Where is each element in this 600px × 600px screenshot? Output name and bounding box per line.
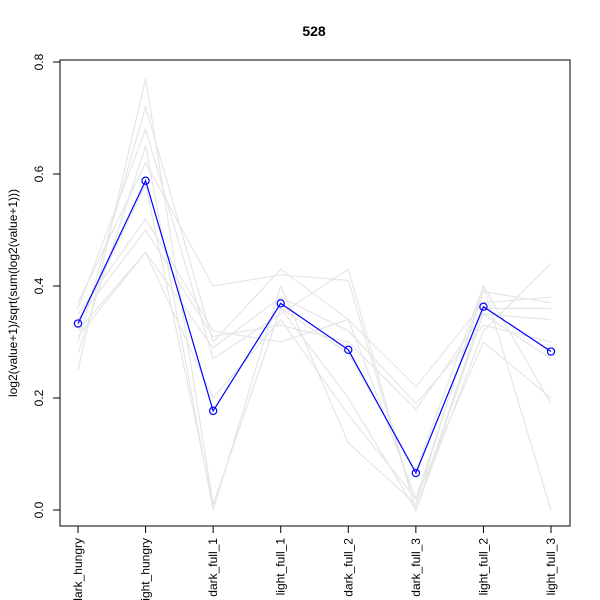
data-point-light_full_3 <box>546 347 556 356</box>
data-point-dark_full_3 <box>411 468 421 478</box>
y-tick-label: 0.4 <box>32 277 46 294</box>
y-axis: 0.0 0.2 0.4 0.6 0.8 <box>32 53 61 518</box>
highlight-series-line <box>77 179 552 475</box>
y-tick-label: 0.0 <box>32 501 46 518</box>
data-point-light_full_1 <box>276 299 285 308</box>
background-series-line-7 <box>77 251 552 405</box>
x-tick-label: dark_full_3 <box>409 538 423 597</box>
background-series-line-8 <box>77 228 552 411</box>
background-series-line-10 <box>77 183 552 511</box>
background-series-line-4 <box>77 145 552 511</box>
background-series-line-1 <box>77 78 552 512</box>
chart-title: 528 <box>302 23 326 39</box>
x-tick-label: light_full_2 <box>476 538 490 596</box>
background-series-line-9 <box>77 251 552 500</box>
x-tick-label: dark_full_1 <box>206 538 220 597</box>
x-tick-label: dark_hungry <box>71 538 85 600</box>
x-tick-label: light_hungry <box>139 538 153 600</box>
background-series-line-2 <box>77 104 552 501</box>
x-tick-label: dark_full_2 <box>341 538 355 597</box>
data-point-dark_full_2 <box>344 345 353 355</box>
y-axis-label: log2(value+1)/sqrt(sum(log2(value+1))) <box>6 189 20 397</box>
background-series-line-3 <box>77 127 551 513</box>
data-point-light_hungry <box>141 176 150 185</box>
data-point-dark_hungry <box>73 319 83 328</box>
y-tick-label: 0.8 <box>32 53 46 70</box>
background-series-line-5 <box>77 161 552 512</box>
x-axis: dark_hungry light_hungry dark_full_1 light_… <box>71 525 558 600</box>
y-tick-label: 0.6 <box>32 165 46 182</box>
data-point-dark_full_1 <box>208 406 218 416</box>
y-tick-label: 0.2 <box>32 389 46 406</box>
highlight-series <box>73 176 556 478</box>
background-lines <box>77 78 552 513</box>
data-point-light_full_2 <box>479 302 488 311</box>
x-tick-label: light_full_1 <box>274 538 288 596</box>
x-tick-label: light_full_3 <box>544 538 558 596</box>
